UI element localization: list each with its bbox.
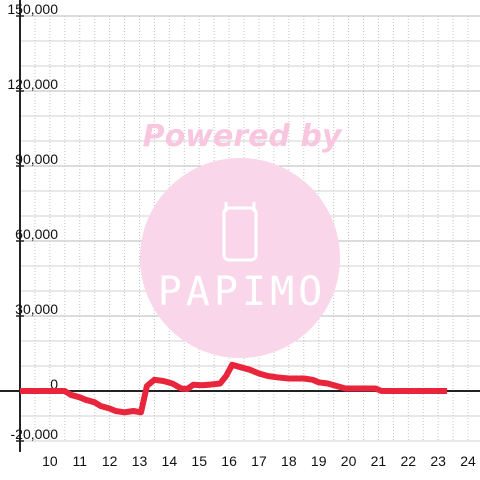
x-tick-label: 18 [281, 453, 297, 469]
series-line [20, 361, 448, 416]
x-tick-label: 21 [371, 453, 387, 469]
x-tick-label: 24 [460, 453, 476, 469]
x-tick-label: 13 [132, 453, 148, 469]
x-tick-label: 19 [311, 453, 327, 469]
series-layer [20, 361, 448, 416]
x-tick-label: 16 [221, 453, 237, 469]
watermark-brand: PAPIMO [158, 269, 327, 315]
y-tick-label: -20,000 [11, 426, 59, 442]
x-tick-label: 22 [401, 453, 417, 469]
x-tick-label: 12 [102, 453, 118, 469]
x-tick-label: 17 [251, 453, 267, 469]
x-tick-label: 14 [162, 453, 178, 469]
tick-labels: 150,000 120,000 90,000 60,000 30,000 0 -20,000… [7, 1, 476, 469]
y-tick-label: 0 [50, 376, 58, 392]
watermark-text: Powered by [143, 119, 343, 154]
y-tick-label: 120,000 [7, 76, 58, 92]
watermark: Powered by PAPIMO [140, 119, 343, 358]
y-tick-label: 150,000 [7, 1, 58, 17]
y-tick-label: 30,000 [15, 301, 58, 317]
x-tick-label: 10 [42, 453, 58, 469]
x-tick-label: 20 [341, 453, 357, 469]
y-tick-label: 90,000 [15, 151, 58, 167]
phone-icon [222, 202, 258, 262]
x-tick-label: 11 [72, 453, 87, 469]
watermark-circle [140, 158, 340, 358]
y-tick-label: 60,000 [15, 226, 58, 242]
x-tick-label: 15 [191, 453, 207, 469]
x-tick-label: 23 [430, 453, 446, 469]
